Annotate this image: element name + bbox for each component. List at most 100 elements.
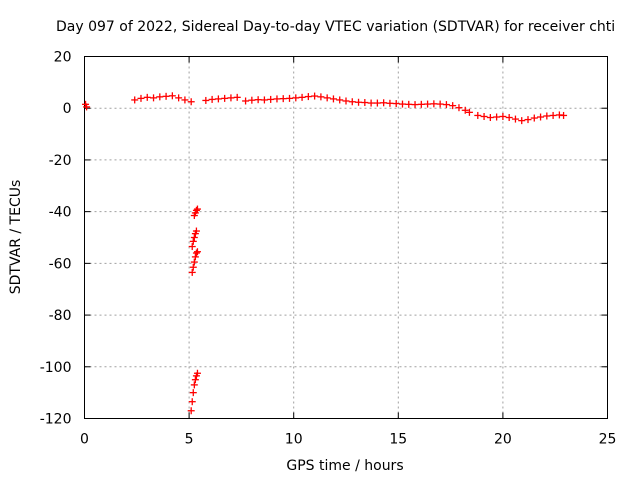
x-tick-labels: 0 5 10 15 20 25 (80, 432, 616, 448)
chart-title: Day 097 of 2022, Sidereal Day-to-day VTE… (56, 19, 615, 35)
data-point (181, 96, 189, 104)
data-point (455, 104, 463, 112)
data-point (336, 96, 344, 104)
data-point (202, 96, 210, 104)
data-point (329, 95, 337, 103)
data-point (304, 93, 312, 101)
data-point (131, 96, 139, 104)
data-point (311, 92, 319, 100)
data-point (190, 381, 198, 389)
data-point (189, 237, 197, 245)
plot-frame (84, 56, 608, 419)
data-point (175, 94, 183, 102)
data-point (191, 376, 199, 384)
data-point (342, 97, 350, 105)
data-point (348, 98, 356, 106)
data-point (367, 99, 375, 107)
x-axis-label: GPS time / hours (286, 458, 403, 474)
data-point (493, 113, 501, 121)
y-tick-label: -40 (49, 205, 72, 221)
data-point (549, 111, 557, 119)
data-point (392, 100, 400, 108)
data-point (208, 95, 216, 103)
data-point (411, 101, 419, 109)
data-point (530, 114, 538, 122)
data-point (187, 407, 195, 415)
data-point (192, 206, 200, 214)
data-point (188, 398, 196, 406)
data-point (373, 99, 381, 107)
data-point (405, 100, 413, 108)
data-point (511, 115, 519, 123)
data-point (227, 94, 235, 102)
data-point (233, 93, 241, 101)
data-point (499, 112, 507, 120)
data-point (537, 113, 545, 121)
data-point (361, 99, 369, 107)
data-point (436, 100, 444, 108)
data-point (442, 101, 450, 109)
y-tick-labels: 20 0 -20 -40 -60 -80 -100 -120 (40, 50, 72, 428)
data-point (260, 96, 268, 104)
data-point (279, 95, 287, 103)
data-point (137, 94, 145, 102)
data-point (156, 93, 164, 101)
data-point (214, 95, 222, 103)
y-tick-label: -120 (40, 412, 72, 428)
data-point (355, 98, 363, 106)
data-point (150, 94, 158, 102)
data-point (248, 96, 256, 104)
data-point (192, 249, 200, 257)
data-point (221, 94, 229, 102)
data-point (317, 93, 325, 101)
data-point (242, 97, 250, 105)
data-point (480, 112, 488, 120)
data-point (286, 94, 294, 102)
data-point (267, 95, 275, 103)
data-point (486, 114, 494, 122)
data-point (192, 227, 200, 235)
data-point (190, 234, 198, 241)
data-point (162, 92, 170, 100)
axis-ticks (84, 56, 608, 419)
data-point (191, 253, 199, 261)
data-point (187, 98, 195, 106)
data-point (292, 94, 300, 102)
data-point (518, 117, 526, 125)
data-point (465, 108, 473, 116)
y-axis-label: SDTVAR / TECUs (8, 180, 24, 295)
x-tick-label: 0 (80, 432, 89, 448)
data-point (386, 99, 394, 107)
y-tick-label: -20 (49, 153, 72, 169)
y-tick-label: -100 (40, 360, 72, 376)
data-point (193, 369, 201, 377)
data-point (193, 205, 201, 213)
x-tick-label: 20 (494, 432, 512, 448)
data-point (449, 102, 457, 110)
data-point (188, 268, 196, 276)
data-point (190, 258, 198, 266)
y-tick-label: -60 (49, 256, 72, 272)
data-point (543, 112, 551, 120)
data-point (189, 389, 197, 397)
data-point (323, 94, 331, 102)
y-tick-label: -80 (49, 308, 72, 324)
data-point (398, 100, 406, 108)
data-point (254, 96, 262, 104)
data-point (189, 263, 197, 271)
data-point (380, 99, 388, 107)
data-point (143, 93, 151, 101)
data-point (273, 95, 281, 103)
data-point (430, 100, 438, 108)
x-tick-label: 15 (389, 432, 407, 448)
data-point (505, 114, 513, 122)
data-point (193, 248, 201, 256)
x-tick-label: 25 (599, 432, 617, 448)
data-point (474, 111, 482, 119)
data-point (461, 106, 469, 114)
data-series (82, 92, 568, 415)
y-tick-label: 20 (54, 50, 72, 66)
data-point (168, 92, 176, 100)
data-point (83, 103, 91, 111)
